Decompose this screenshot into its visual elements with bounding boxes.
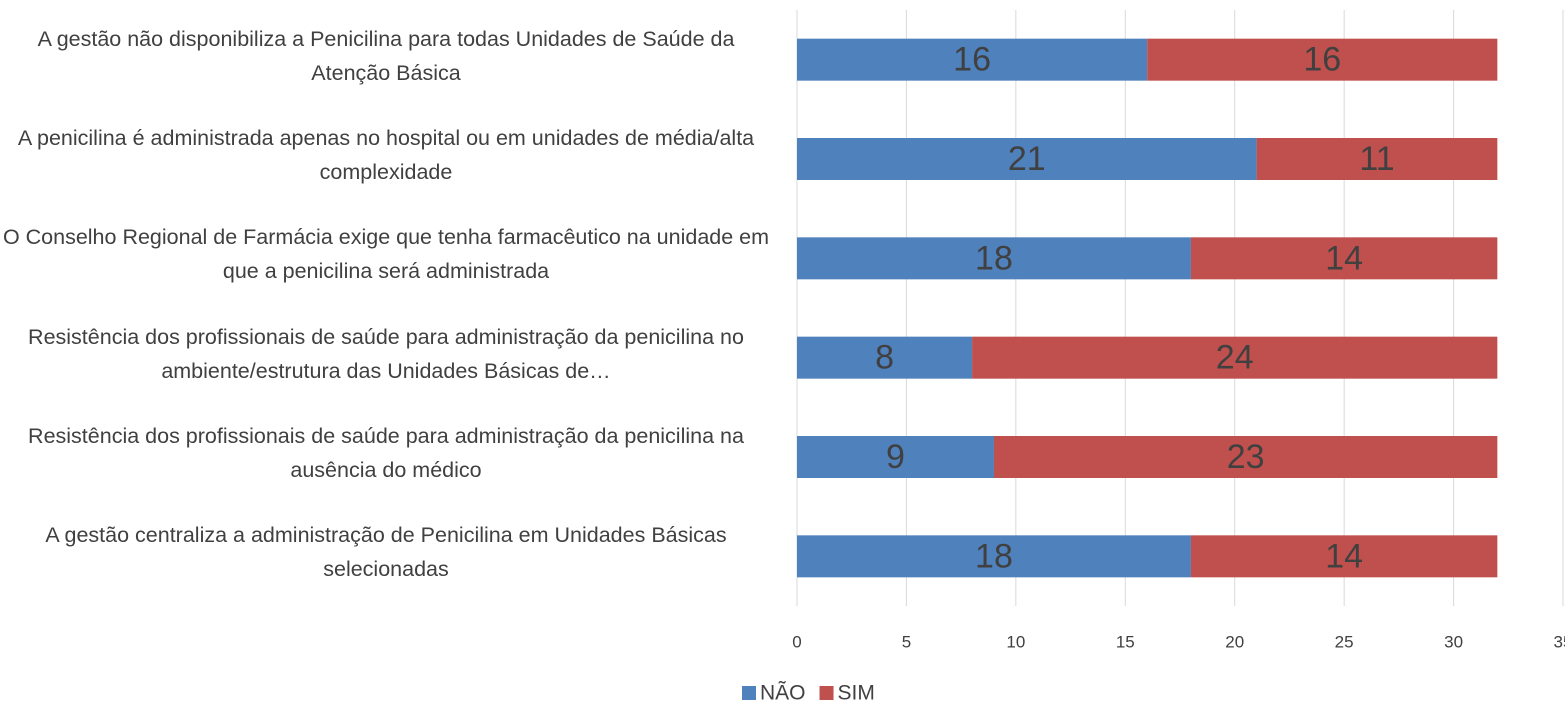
bar-segment xyxy=(797,38,1148,81)
x-tick-label: 10 xyxy=(1006,632,1025,651)
data-label: 18 xyxy=(975,537,1013,575)
legend-swatch xyxy=(742,686,756,700)
category-label: A gestão não disponibiliza a Penicilina … xyxy=(37,26,735,85)
data-label: 9 xyxy=(886,438,905,476)
x-tick-label: 5 xyxy=(902,632,911,651)
data-label: 14 xyxy=(1325,537,1363,575)
x-tick-label: 15 xyxy=(1116,632,1135,651)
data-label: 23 xyxy=(1227,438,1265,476)
bar-segment xyxy=(1147,38,1498,81)
category-label: A gestão centraliza a administração de P… xyxy=(45,523,727,582)
x-tick-label: 0 xyxy=(792,632,801,651)
data-label: 11 xyxy=(1359,140,1394,178)
x-tick-label: 25 xyxy=(1335,632,1354,651)
bar-segment xyxy=(1190,237,1498,280)
data-label: 18 xyxy=(975,239,1013,277)
legend-label: NÃO xyxy=(760,681,806,705)
bar-segment xyxy=(993,436,1498,478)
data-label: 24 xyxy=(1216,339,1254,377)
category-label: O Conselho Regional de Farmácia exige qu… xyxy=(2,225,770,284)
data-label: 16 xyxy=(953,41,991,79)
category-label: Resistência dos profissionais de saúde p… xyxy=(28,324,744,383)
x-tick-label: 20 xyxy=(1225,632,1244,651)
category-label: Resistência dos profissionais de saúde p… xyxy=(28,424,744,482)
data-label: 21 xyxy=(1008,140,1046,178)
category-label: A penicilina é administrada apenas no ho… xyxy=(17,126,755,184)
bar-segment xyxy=(797,138,1257,180)
data-label: 14 xyxy=(1325,239,1363,277)
data-label: 8 xyxy=(875,339,894,377)
x-tick-label: 35 xyxy=(1554,632,1565,651)
bar-segment xyxy=(972,336,1498,379)
bar-segment xyxy=(797,436,994,478)
bar-segment xyxy=(797,535,1191,578)
legend-label: SIM xyxy=(838,682,875,705)
bar-segment xyxy=(1256,138,1498,180)
bar-segment xyxy=(797,237,1191,280)
x-tick-label: 30 xyxy=(1444,632,1463,651)
bar-segment xyxy=(1190,535,1498,578)
data-label: 16 xyxy=(1303,41,1341,79)
legend-swatch xyxy=(819,686,834,700)
bar-segment xyxy=(797,336,973,379)
